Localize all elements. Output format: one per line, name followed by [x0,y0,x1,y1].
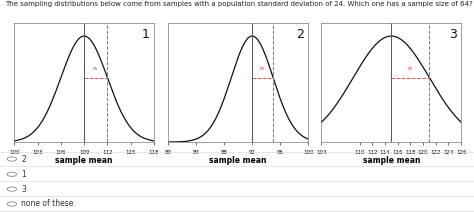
Text: 1: 1 [21,170,26,179]
Text: 3: 3 [449,28,457,41]
Text: σₓ: σₓ [93,66,99,71]
Text: 1: 1 [142,28,150,41]
Text: 2: 2 [296,28,304,41]
X-axis label: sample mean: sample mean [363,156,420,165]
Text: none of these: none of these [21,199,73,208]
Text: σₓ: σₓ [260,66,265,71]
X-axis label: sample mean: sample mean [210,156,267,165]
Text: The sampling distributions below come from samples with a population standard de: The sampling distributions below come fr… [5,1,473,7]
Text: 2: 2 [21,155,26,163]
Text: 3: 3 [21,185,26,194]
X-axis label: sample mean: sample mean [55,156,113,165]
Text: σₓ: σₓ [408,66,413,71]
